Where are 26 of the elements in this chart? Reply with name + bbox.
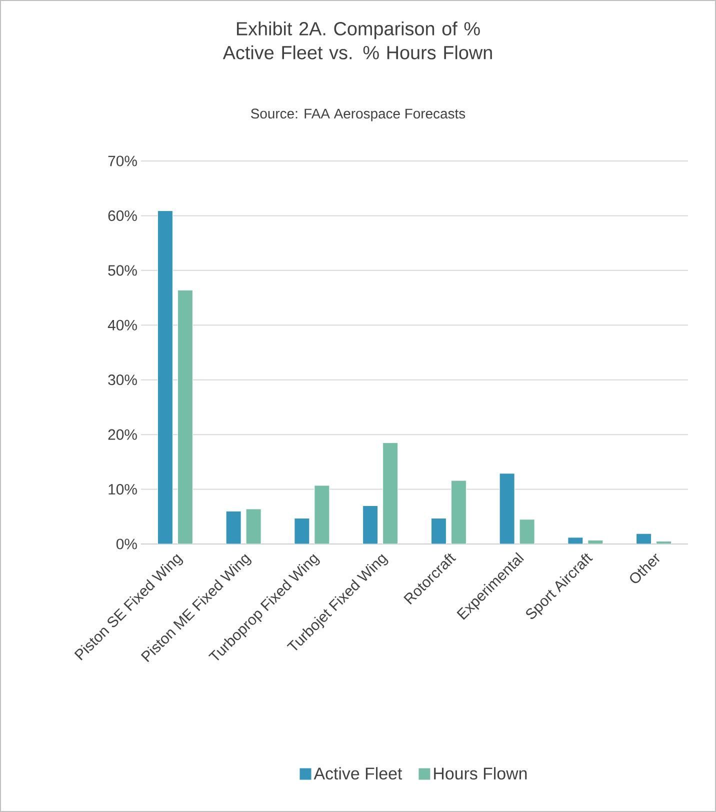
bar	[177, 290, 193, 544]
bar	[362, 505, 378, 544]
bar	[294, 518, 310, 544]
bar	[499, 473, 515, 544]
bar	[519, 519, 535, 544]
bar	[382, 442, 398, 544]
y-tick-label: 20%	[108, 429, 137, 440]
bar	[430, 518, 446, 544]
y-tick-label: 50%	[108, 265, 137, 276]
y-tick-label: 10%	[108, 484, 137, 495]
y-tick-label: 40%	[108, 320, 137, 330]
bar	[450, 480, 466, 544]
y-tick-label: 70%	[108, 156, 137, 166]
bar	[246, 508, 262, 544]
legend-label: Hours Flown	[434, 767, 527, 780]
bar	[636, 533, 652, 544]
legend-label: Active Fleet	[314, 767, 402, 780]
chart-subtitle: Source: FAA Aerospace Forecasts	[251, 108, 466, 122]
bar	[568, 537, 584, 544]
y-tick-label: 0%	[116, 538, 137, 550]
bar	[157, 210, 173, 544]
bar	[226, 510, 242, 544]
bar	[314, 485, 330, 544]
chart-title: Exhibit 2A. Comparison of % Active Fleet vs. % Hours Flown	[222, 22, 492, 60]
y-tick-label: 30%	[108, 374, 137, 386]
y-tick-label: 60%	[108, 210, 137, 221]
